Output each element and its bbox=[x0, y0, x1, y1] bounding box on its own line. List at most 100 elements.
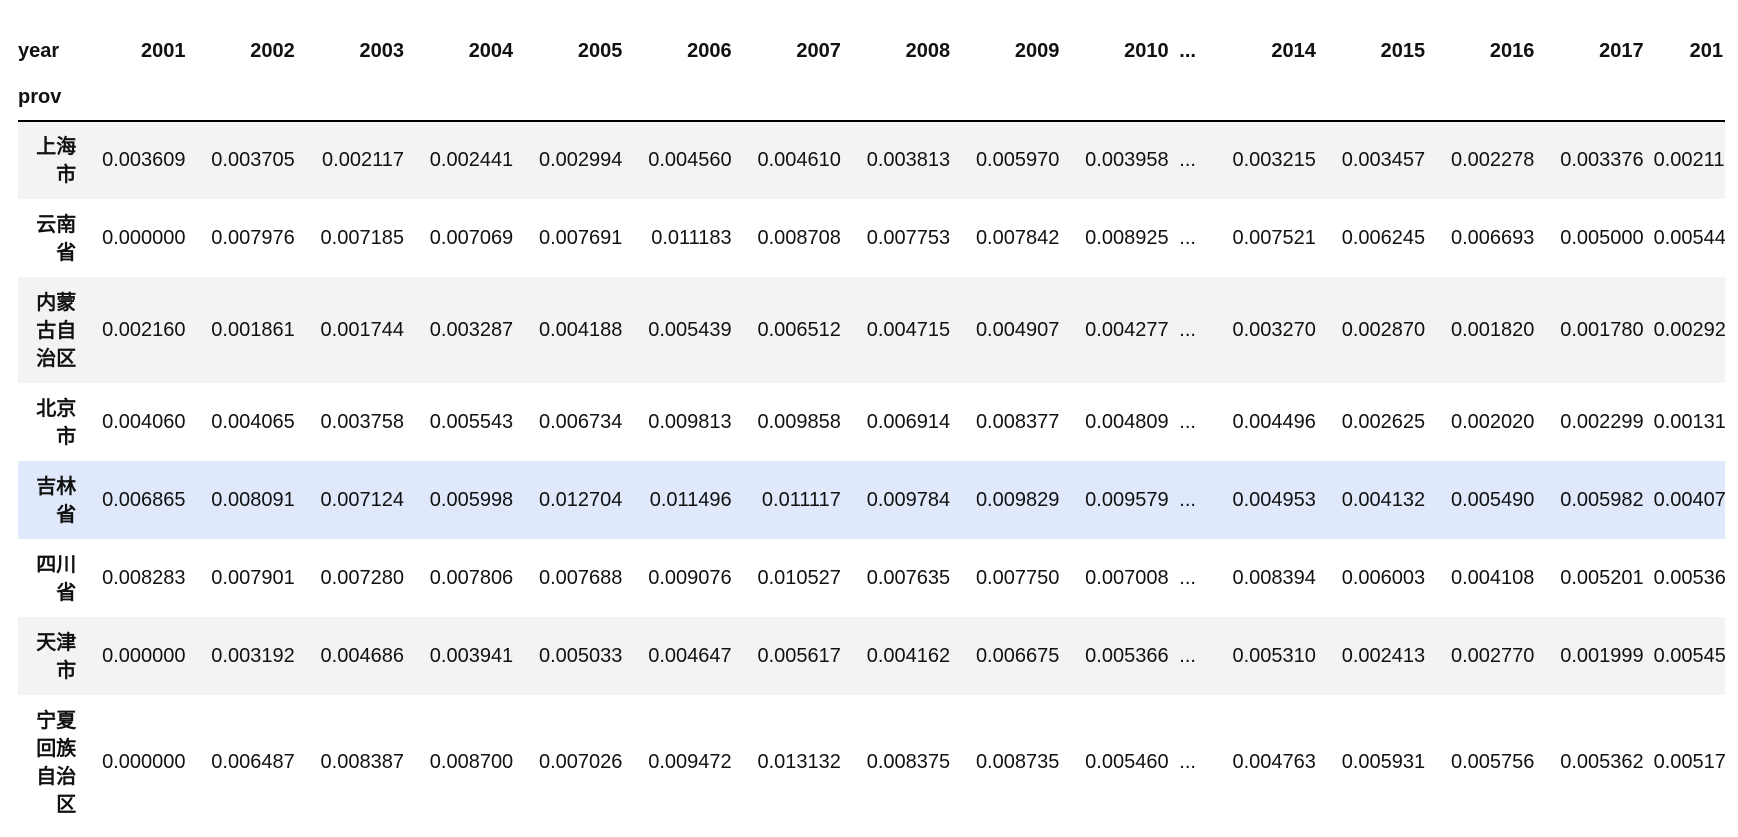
table-cell: 0.004496 bbox=[1232, 410, 1316, 433]
table-cell: 0.005931 bbox=[1341, 750, 1426, 773]
column-header: 2009 bbox=[1014, 39, 1060, 62]
table-cell: 0.002117 bbox=[322, 149, 404, 171]
table-cell: 0.00407 bbox=[1653, 488, 1725, 511]
table-cell: 0.004277 bbox=[1085, 318, 1169, 341]
row-index-label: 上海市 bbox=[18, 121, 76, 199]
table-row: 四川省 0.008283 0.007901 0.007280 0.007806 0.007… bbox=[18, 539, 1725, 617]
table-cell: 0.002441 bbox=[429, 149, 514, 171]
table-cell: 0.000000 bbox=[102, 226, 186, 249]
table-cell: 0.002994 bbox=[539, 149, 623, 171]
table-cell: 0.006734 bbox=[539, 410, 623, 433]
province-name: 内蒙古自治区 bbox=[36, 289, 77, 370]
table-cell: 0.00131 bbox=[1653, 410, 1725, 433]
table-header: year 2001 2002 2003 2004 2005 2006 2007 … bbox=[18, 28, 1725, 121]
table-cell: 0.004686 bbox=[320, 644, 404, 667]
row-index-label: 吉林省 bbox=[18, 461, 76, 539]
table-cell: 0.002020 bbox=[1450, 410, 1535, 433]
table-cell: 0.006512 bbox=[757, 318, 841, 341]
table-cell: 0.002870 bbox=[1341, 318, 1426, 341]
row-index-label: 四川省 bbox=[18, 539, 76, 617]
table-row: 宁夏回族自治区 0.000000 0.006487 0.008387 0.008700 0… bbox=[18, 695, 1725, 829]
table-cell: 0.009813 bbox=[648, 410, 732, 433]
province-name: 北京市 bbox=[36, 395, 77, 448]
table-cell: 0.007280 bbox=[320, 566, 404, 589]
table-row: 内蒙古自治区 0.002160 0.001861 0.001744 0.003287 0.… bbox=[18, 277, 1725, 383]
table-row: 天津市 0.000000 0.003192 0.004686 0.003941 0.005… bbox=[18, 617, 1725, 695]
table-cell: 0.005310 bbox=[1232, 644, 1316, 667]
table-cell: 0.009784 bbox=[866, 488, 951, 511]
table-row: 北京市 0.004060 0.004065 0.003758 0.005543 0.006… bbox=[18, 383, 1725, 461]
table-body: 上海市 0.003609 0.003705 0.002117 0.002441 0.002… bbox=[18, 121, 1725, 829]
table-cell: 0.003270 bbox=[1232, 318, 1316, 341]
table-cell: 0.000000 bbox=[102, 750, 186, 773]
table-cell: 0.00545 bbox=[1653, 644, 1725, 667]
table-cell: 0.009472 bbox=[648, 750, 732, 773]
table-cell: 0.004132 bbox=[1341, 488, 1426, 511]
table-cell: 0.004188 bbox=[539, 318, 623, 341]
column-header: 2005 bbox=[577, 39, 623, 62]
column-header: 2006 bbox=[687, 39, 732, 62]
table-cell: 0.008700 bbox=[429, 750, 514, 773]
table-cell: 0.00517 bbox=[1653, 750, 1725, 773]
table-cell: 0.005490 bbox=[1450, 488, 1535, 511]
table-cell: 0.006865 bbox=[102, 488, 186, 511]
table-cell: 0.002413 bbox=[1341, 644, 1426, 667]
table-cell: 0.005970 bbox=[975, 149, 1060, 171]
table-cell: 0.010527 bbox=[757, 566, 841, 589]
row-index-label: 云南省 bbox=[18, 199, 76, 277]
table-cell: 0.004647 bbox=[648, 644, 732, 667]
column-header: 201 bbox=[1689, 39, 1723, 62]
table-cell: 0.002160 bbox=[102, 318, 186, 341]
province-name: 上海市 bbox=[36, 134, 77, 186]
table-cell: 0.003958 bbox=[1085, 149, 1169, 171]
table-cell: 0.004060 bbox=[102, 410, 186, 433]
table-cell: 0.005033 bbox=[539, 644, 623, 667]
table-cell: 0.004108 bbox=[1450, 566, 1535, 589]
table-cell: 0.003457 bbox=[1341, 149, 1426, 171]
table-cell: 0.003215 bbox=[1232, 149, 1316, 171]
row-index-label: 内蒙古自治区 bbox=[18, 277, 76, 383]
row-index-label: 北京市 bbox=[18, 383, 76, 461]
table-row: 吉林省 0.006865 0.008091 0.007124 0.005998 0.012… bbox=[18, 461, 1725, 539]
province-name: 云南省 bbox=[36, 211, 77, 264]
table-cell: 0.00211 bbox=[1653, 149, 1725, 171]
table-cell: 0.004162 bbox=[866, 644, 951, 667]
ellipsis-cell: ... bbox=[1179, 149, 1196, 171]
table-cell: 0.011496 bbox=[649, 488, 732, 511]
column-header: 2016 bbox=[1489, 39, 1535, 62]
table-cell: 0.008375 bbox=[866, 750, 951, 773]
table-cell: 0.009076 bbox=[648, 566, 732, 589]
column-header: 2004 bbox=[468, 39, 514, 62]
province-name: 吉林省 bbox=[36, 473, 77, 526]
ellipsis-cell: ... bbox=[1179, 644, 1196, 667]
table-cell: 0.007976 bbox=[211, 226, 295, 249]
ellipsis-cell: ... bbox=[1179, 318, 1196, 341]
column-header: 2001 bbox=[140, 39, 186, 62]
column-header: 2002 bbox=[250, 39, 295, 62]
table-cell: 0.009579 bbox=[1085, 488, 1169, 511]
table-cell: 0.004560 bbox=[648, 149, 732, 171]
table-cell: 0.003609 bbox=[102, 149, 186, 171]
ellipsis-cell: ... bbox=[1179, 410, 1196, 433]
table-cell: 0.009829 bbox=[975, 488, 1060, 511]
table-cell: 0.008708 bbox=[757, 226, 841, 249]
province-name: 四川省 bbox=[36, 551, 77, 604]
table-cell: 0.008283 bbox=[102, 566, 186, 589]
table-cell: 0.001744 bbox=[320, 318, 404, 341]
table-row: 云南省 0.000000 0.007976 0.007185 0.007069 0.007… bbox=[18, 199, 1725, 277]
table-cell: 0.004065 bbox=[211, 410, 295, 433]
province-name: 宁夏回族自治区 bbox=[36, 707, 77, 816]
table-cell: 0.002625 bbox=[1341, 410, 1426, 433]
table-cell: 0.003758 bbox=[320, 410, 404, 433]
table-cell: 0.003941 bbox=[429, 644, 514, 667]
table-cell: 0.002299 bbox=[1560, 410, 1644, 433]
row-index-label: 天津市 bbox=[18, 617, 76, 695]
table-cell: 0.007750 bbox=[975, 566, 1060, 589]
table-cell: 0.007842 bbox=[975, 226, 1060, 249]
table-cell: 0.005460 bbox=[1085, 750, 1169, 773]
table-cell: 0.007521 bbox=[1232, 226, 1316, 249]
table-cell: 0.004763 bbox=[1232, 750, 1316, 773]
table-cell: 0.003192 bbox=[211, 644, 295, 667]
column-header-ellipsis: ... bbox=[1179, 39, 1196, 62]
table-cell: 0.002278 bbox=[1450, 149, 1535, 171]
